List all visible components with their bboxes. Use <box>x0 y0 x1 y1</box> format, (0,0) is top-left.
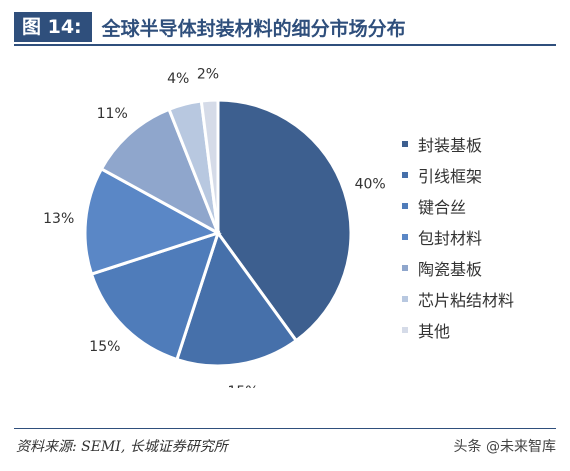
footer-rule <box>14 428 556 429</box>
chart-title: 全球半导体封装材料的细分市场分布 <box>101 17 406 40</box>
figure-header: 图 14: 全球半导体封装材料的细分市场分布 <box>14 12 556 42</box>
legend-label: 封装基板 <box>418 135 483 155</box>
slice-value-label: 11% <box>97 106 128 122</box>
legend-label: 引线框架 <box>418 166 483 186</box>
legend-swatch <box>402 202 408 209</box>
legend-swatch <box>402 264 408 271</box>
legend-item: 陶瓷基板 <box>402 252 514 283</box>
legend-label: 芯片粘结材料 <box>418 290 515 310</box>
legend-label: 包封材料 <box>418 228 483 248</box>
pie-slice <box>199 98 220 234</box>
figure-number: 图 14: <box>14 12 92 42</box>
watermark-text: 头条 @未来智库 <box>453 439 556 455</box>
legend-item: 芯片粘结材料 <box>402 283 514 314</box>
pie-slice <box>83 166 222 276</box>
pie-slice <box>99 107 221 237</box>
legend-label: 陶瓷基板 <box>418 259 483 279</box>
slice-value-label: 13% <box>43 211 74 227</box>
pie-slice <box>216 98 353 343</box>
slice-value-label: 15% <box>227 384 258 388</box>
pie-slice <box>175 229 299 368</box>
source-note: 资料来源: SEMI, 长城证券研究所 <box>16 439 228 455</box>
slice-value-label: 2% <box>197 66 219 82</box>
legend-item: 引线框架 <box>402 159 514 190</box>
chart-legend: 封装基板引线框架键合丝包封材料陶瓷基板芯片粘结材料 其他 <box>402 128 514 345</box>
legend-item: 其他 <box>402 314 514 345</box>
legend-label: 其他 <box>418 321 451 341</box>
slice-value-label: 40% <box>355 177 386 193</box>
legend-item: 封装基板 <box>402 128 514 159</box>
legend-item: 键合丝 <box>402 190 514 221</box>
legend-swatch <box>402 295 408 302</box>
header-rule <box>14 44 556 46</box>
legend-swatch <box>402 140 408 147</box>
legend-swatch <box>402 326 408 333</box>
legend-swatch <box>402 233 408 240</box>
legend-item: 包封材料 <box>402 221 514 252</box>
legend-label: 键合丝 <box>418 197 467 217</box>
pie-chart: 40% 15% 15% 13% 11% 4% 2% <box>43 66 386 388</box>
legend-swatch <box>402 171 408 178</box>
slice-value-label: 4% <box>167 71 189 87</box>
slice-value-label: 15% <box>89 339 120 355</box>
